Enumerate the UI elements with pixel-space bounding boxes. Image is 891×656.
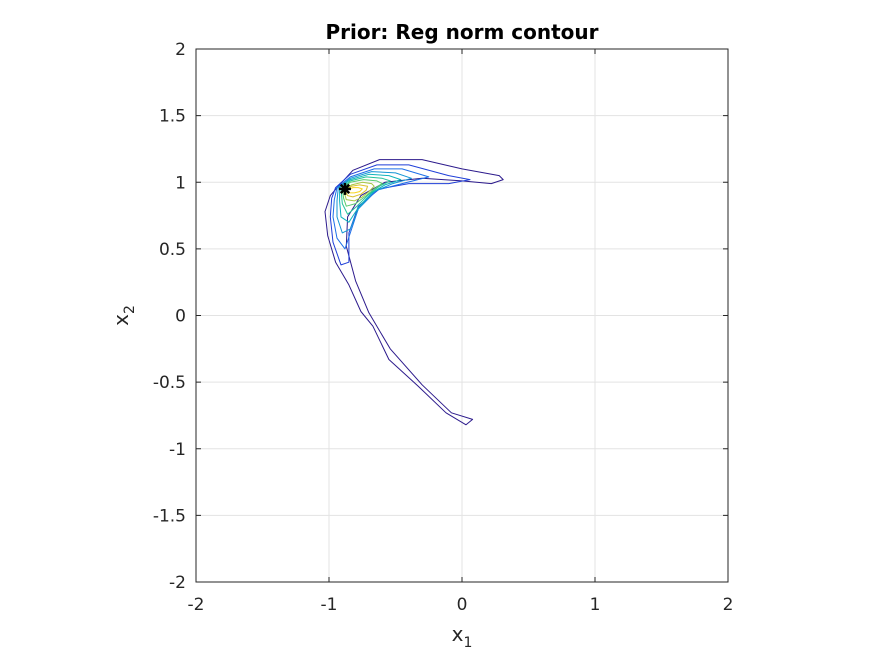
x-axis-title: x1	[452, 622, 473, 651]
x-tick-label: 0	[457, 595, 468, 615]
ticks: -2 -1 0 1 2 -2 -1.5 -1 -0.5 0 0.5 1 1.5 2	[153, 40, 734, 615]
y-tick-label: 0.5	[159, 240, 186, 260]
contour-level-10	[345, 187, 363, 194]
contour-level-7	[341, 179, 383, 207]
x-tick-label: -2	[188, 595, 205, 615]
contour-lines	[324, 159, 504, 426]
y-tick-label: 2	[175, 40, 186, 60]
y-axis-title-sub: 2	[122, 305, 138, 314]
y-tick-label: -1.5	[153, 506, 186, 526]
contour-level-9	[344, 184, 369, 198]
contour-level-1	[324, 159, 504, 426]
y-tick-label: 0	[175, 307, 186, 327]
y-tick-label: -2	[169, 573, 186, 593]
marker	[338, 182, 351, 195]
x-tick-label: 1	[590, 595, 601, 615]
chart-title: Prior: Reg norm contour	[325, 20, 598, 44]
x-axis-title-sub: 1	[463, 635, 472, 651]
contour-level-3	[332, 168, 430, 250]
y-tick-label: 1	[175, 173, 186, 193]
y-tick-label: -1	[169, 440, 186, 460]
marker-stroke	[339, 183, 351, 195]
y-axis-title: x2	[109, 305, 138, 326]
y-axis-title-base: x	[109, 314, 133, 326]
contour-level-8	[343, 181, 375, 202]
contour-level-6	[340, 176, 391, 215]
y-tick-label: -0.5	[153, 373, 186, 393]
x-axis-title-base: x	[452, 622, 464, 646]
x-tick-label: -1	[321, 595, 338, 615]
y-tick-label: 1.5	[159, 107, 186, 127]
contour-level-5	[339, 173, 402, 223]
grid	[195, 48, 729, 583]
x-tick-label: 2	[723, 595, 734, 615]
minimum-marker	[338, 182, 351, 195]
